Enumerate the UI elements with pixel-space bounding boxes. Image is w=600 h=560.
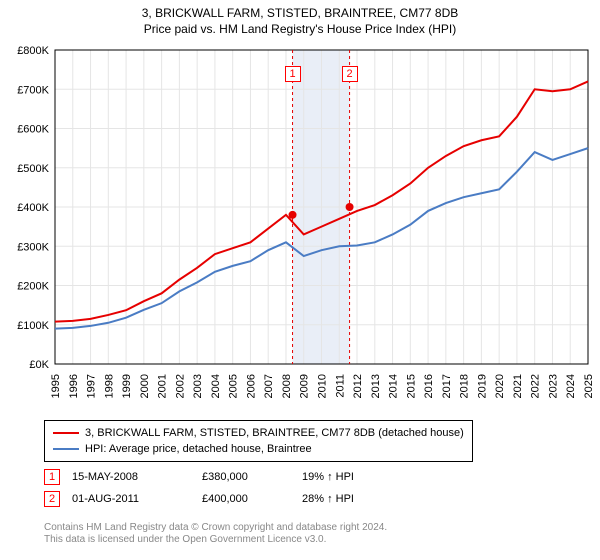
legend-swatch xyxy=(53,432,79,434)
chart-title: 3, BRICKWALL FARM, STISTED, BRAINTREE, C… xyxy=(0,0,600,20)
legend-swatch xyxy=(53,448,79,450)
svg-text:2007: 2007 xyxy=(263,374,275,398)
marker-flag-2: 2 xyxy=(342,66,358,82)
legend-row-hpi: HPI: Average price, detached house, Brai… xyxy=(53,441,464,457)
svg-text:2019: 2019 xyxy=(476,374,488,398)
svg-text:£0K: £0K xyxy=(29,359,49,371)
svg-text:£600K: £600K xyxy=(17,124,49,136)
svg-text:£700K: £700K xyxy=(17,84,49,96)
svg-text:2012: 2012 xyxy=(352,374,364,398)
legend: 3, BRICKWALL FARM, STISTED, BRAINTREE, C… xyxy=(44,420,473,462)
svg-text:2002: 2002 xyxy=(174,374,186,398)
svg-text:2006: 2006 xyxy=(245,374,257,398)
svg-text:2025: 2025 xyxy=(583,374,595,398)
footer: Contains HM Land Registry data © Crown c… xyxy=(44,522,387,546)
svg-text:1996: 1996 xyxy=(68,374,80,398)
marker-row-1: 1 15-MAY-2008£380,00019% ↑ HPI xyxy=(44,466,402,488)
svg-text:£300K: £300K xyxy=(17,241,49,253)
svg-text:2016: 2016 xyxy=(423,374,435,398)
root: 3, BRICKWALL FARM, STISTED, BRAINTREE, C… xyxy=(0,0,600,560)
svg-text:2024: 2024 xyxy=(565,374,577,398)
svg-text:1999: 1999 xyxy=(121,374,133,398)
svg-text:2020: 2020 xyxy=(494,374,506,398)
marker-row-2: 2 01-AUG-2011£400,00028% ↑ HPI xyxy=(44,488,402,510)
svg-text:1997: 1997 xyxy=(86,374,98,398)
chart-subtitle: Price paid vs. HM Land Registry's House … xyxy=(0,22,600,36)
svg-text:2013: 2013 xyxy=(370,374,382,398)
svg-text:2011: 2011 xyxy=(334,374,346,398)
svg-text:2004: 2004 xyxy=(210,374,222,398)
svg-text:2023: 2023 xyxy=(547,374,559,398)
svg-text:2005: 2005 xyxy=(228,374,240,398)
legend-label: HPI: Average price, detached house, Brai… xyxy=(85,443,312,455)
marker-date: 15-MAY-2008 xyxy=(72,471,202,483)
marker-price: £400,000 xyxy=(202,493,302,505)
marker-price: £380,000 xyxy=(202,471,302,483)
footer-line2: This data is licensed under the Open Gov… xyxy=(44,534,387,546)
svg-text:2017: 2017 xyxy=(441,374,453,398)
svg-text:£100K: £100K xyxy=(17,320,49,332)
svg-text:2001: 2001 xyxy=(157,374,169,398)
marker-pct: 28% ↑ HPI xyxy=(302,493,402,505)
svg-text:2015: 2015 xyxy=(405,374,417,398)
svg-text:£500K: £500K xyxy=(17,163,49,175)
svg-text:2010: 2010 xyxy=(317,374,329,398)
footer-line1: Contains HM Land Registry data © Crown c… xyxy=(44,522,387,534)
svg-text:£800K: £800K xyxy=(17,45,49,57)
svg-text:2018: 2018 xyxy=(459,374,471,398)
svg-text:2021: 2021 xyxy=(512,374,524,398)
svg-text:2014: 2014 xyxy=(388,374,400,398)
marker-id-box: 2 xyxy=(44,491,60,507)
legend-label: 3, BRICKWALL FARM, STISTED, BRAINTREE, C… xyxy=(85,427,464,439)
svg-text:2003: 2003 xyxy=(192,374,204,398)
svg-text:2022: 2022 xyxy=(530,374,542,398)
svg-text:£200K: £200K xyxy=(17,281,49,293)
marker-flag-1: 1 xyxy=(285,66,301,82)
marker-date: 01-AUG-2011 xyxy=(72,493,202,505)
svg-text:£400K: £400K xyxy=(17,202,49,214)
marker-table: 1 15-MAY-2008£380,00019% ↑ HPI 2 01-AUG-201… xyxy=(44,466,402,510)
svg-text:2008: 2008 xyxy=(281,374,293,398)
marker-pct: 19% ↑ HPI xyxy=(302,471,402,483)
svg-text:2000: 2000 xyxy=(139,374,151,398)
svg-text:1998: 1998 xyxy=(103,374,115,398)
price-chart: £0K £100K £200K £300K £400K £500K £600K £700K £8… xyxy=(0,44,600,414)
legend-row-property: 3, BRICKWALL FARM, STISTED, BRAINTREE, C… xyxy=(53,425,464,441)
svg-text:1995: 1995 xyxy=(50,374,62,398)
svg-text:2009: 2009 xyxy=(299,374,311,398)
marker-id-box: 1 xyxy=(44,469,60,485)
